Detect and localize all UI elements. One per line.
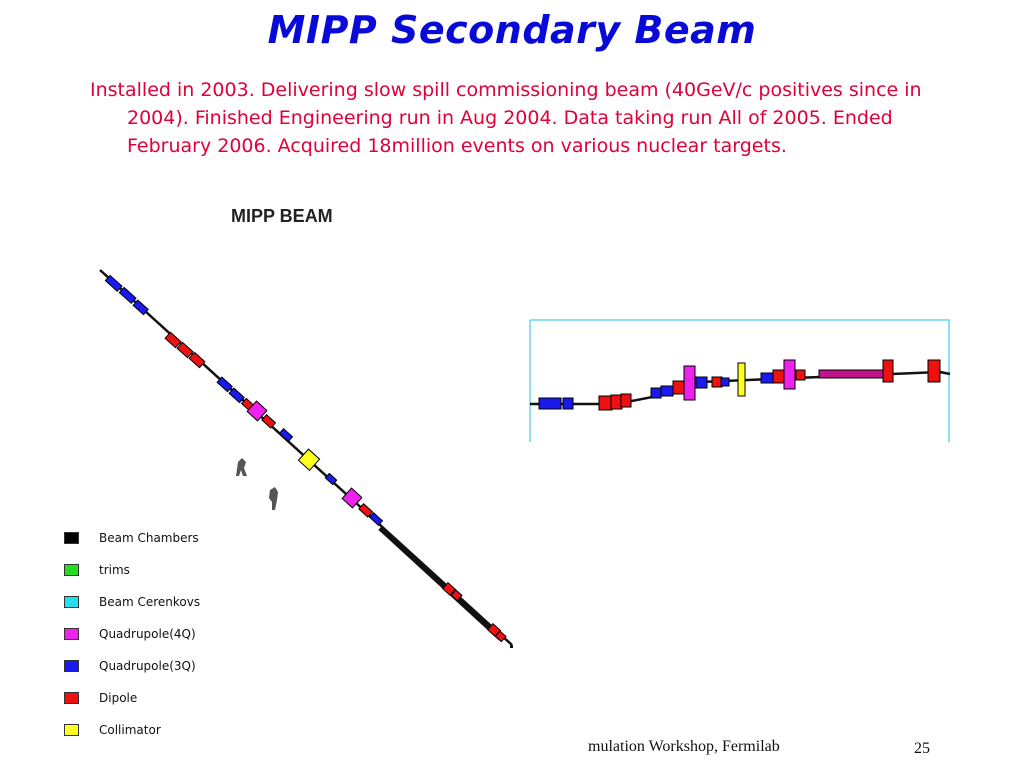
dipole-marker — [358, 503, 374, 518]
dipole-marker — [441, 581, 457, 597]
legend-label: Quadrupole(4Q) — [99, 627, 196, 641]
diagonal-beamline — [99, 269, 513, 648]
legend-swatch — [64, 564, 79, 576]
dipole-marker — [450, 589, 463, 602]
dipole-marker — [261, 414, 277, 429]
legend-swatch — [64, 724, 79, 736]
quadrupole-3q-marker — [278, 428, 294, 442]
legend-swatch — [64, 532, 79, 544]
inset-quadrupole-4q — [783, 359, 796, 390]
dipole-group-1 — [164, 331, 206, 369]
legend-item-trims: trims — [64, 554, 200, 586]
legend-item-dipole: Dipole — [64, 682, 200, 714]
inset-quadrupole-3q — [660, 385, 674, 397]
inset-collimator — [737, 362, 746, 397]
inset-quadrupole-3q — [650, 387, 662, 399]
legend-label: Beam Cerenkovs — [99, 595, 201, 609]
body-text: Installed in 2003. Delivering slow spill… — [90, 76, 950, 160]
legend-swatch — [64, 628, 79, 640]
quadrupole-3q-marker — [368, 512, 384, 526]
page-number: 25 — [914, 740, 930, 757]
quadrupole-3q-group-1 — [104, 274, 149, 316]
legend-label: trims — [99, 563, 130, 577]
legend-item-beam-chambers: Beam Chambers — [64, 522, 200, 554]
legend-swatch — [64, 660, 79, 672]
inset-dipole — [672, 380, 685, 395]
inset-quadrupole-3q — [695, 376, 708, 389]
quadrupole-4q-marker-2 — [341, 487, 363, 509]
legend-swatch — [64, 692, 79, 704]
inset-beamline-panel — [529, 319, 951, 442]
legend: Beam Chambers trims Beam Cerenkovs Quadr… — [64, 522, 200, 746]
legend-item-quadrupole-3q: Quadrupole(3Q) — [64, 650, 200, 682]
body-paragraph: Installed in 2003. Delivering slow spill… — [90, 79, 922, 157]
inset-quadrupole-3q — [720, 377, 730, 387]
beam-end-marker — [510, 645, 513, 648]
inset-dipole — [598, 395, 613, 411]
legend-item-collimator: Collimator — [64, 714, 200, 746]
inset-quadrupole-3q — [538, 397, 562, 410]
quadrupole-4q-marker-1 — [246, 400, 268, 422]
diagram-title: MIPP BEAM — [231, 206, 333, 226]
footer-text: mulation Workshop, Fermilab — [588, 738, 780, 755]
inset-quadrupole-3q — [562, 397, 574, 410]
dipole-marker — [494, 630, 507, 643]
quadrupole-3q-group-2 — [216, 376, 245, 404]
inset-dipole — [882, 359, 894, 383]
legend-label: Collimator — [99, 723, 161, 737]
legend-item-beam-cerenkovs: Beam Cerenkovs — [64, 586, 200, 618]
beam-chamber-section — [378, 526, 502, 640]
legend-swatch — [64, 596, 79, 608]
slide-title: MIPP Secondary Beam — [267, 8, 757, 52]
legend-item-quadrupole-4q: Quadrupole(4Q) — [64, 618, 200, 650]
quadrupole-3q-marker — [324, 472, 338, 486]
inset-dipole — [772, 369, 786, 384]
inset-beam-chamber — [818, 369, 886, 379]
detector-sketch-icon — [269, 487, 278, 510]
collimator-marker — [297, 448, 321, 472]
legend-label: Dipole — [99, 691, 138, 705]
inset-quadrupole-4q — [683, 365, 696, 401]
inset-dipole — [927, 359, 941, 383]
inset-dipole — [795, 369, 806, 381]
inset-dipole — [610, 394, 623, 410]
detector-sketch-icon — [236, 458, 247, 476]
legend-label: Beam Chambers — [99, 531, 199, 545]
legend-label: Quadrupole(3Q) — [99, 659, 196, 673]
inset-quadrupole-3q — [760, 372, 774, 384]
inset-dipole — [620, 393, 632, 408]
